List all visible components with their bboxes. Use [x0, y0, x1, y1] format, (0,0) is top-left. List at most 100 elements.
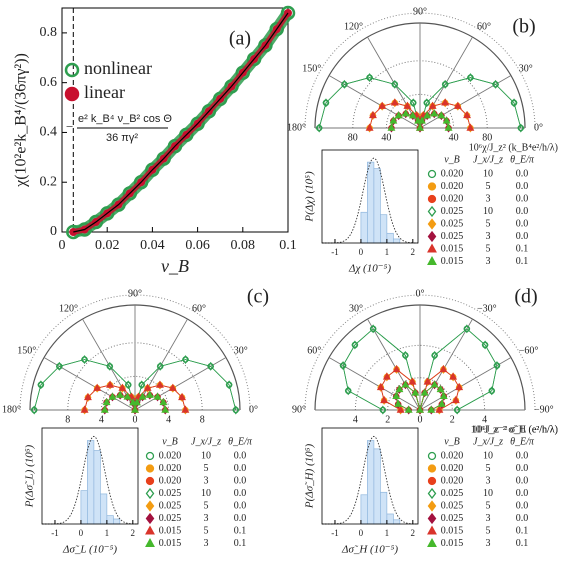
histogram-bar: [367, 161, 375, 244]
legend-marker: [145, 451, 155, 461]
marker: [145, 162, 160, 178]
legend-marker: [427, 169, 437, 179]
marker: [138, 392, 147, 400]
legend-cell: 0.1: [516, 525, 529, 536]
legend-cell: 0.025: [441, 206, 464, 217]
marker: [145, 390, 154, 398]
legend-label: e² k_B⁴ ν_B² cos Θ: [78, 113, 172, 125]
polar-outer-ring: [304, 12, 536, 129]
legend-cell: 0.0: [234, 488, 247, 499]
legend-marker: [427, 476, 437, 486]
marker: [143, 383, 152, 391]
marker: [37, 380, 45, 390]
marker: [131, 405, 139, 413]
marker: [411, 388, 420, 396]
legend-marker: [427, 243, 437, 253]
marker: [439, 391, 448, 399]
r-tick-label: 2: [385, 414, 390, 425]
marker: [83, 392, 92, 401]
marker: [30, 405, 38, 415]
legend-cell: 0.0: [234, 463, 247, 474]
legend-cell: 0.0: [516, 193, 529, 204]
legend-cell: 0.020: [441, 463, 464, 474]
panel-label: (b): [512, 16, 535, 38]
marker: [467, 73, 474, 83]
marker: [423, 377, 432, 385]
x-tick-label: -1: [51, 528, 59, 538]
legend-cell: 5: [486, 500, 491, 511]
marker: [395, 384, 404, 393]
marker: [80, 405, 89, 413]
histogram-bar: [367, 440, 375, 525]
plot-frame: [61, 7, 289, 233]
marker: [408, 377, 417, 385]
r-tick-label: 0: [133, 414, 138, 425]
marker: [207, 361, 215, 371]
legend-cell: 0.025: [159, 488, 182, 499]
angle-label: 60°: [477, 22, 491, 33]
legend-cell: 5: [486, 181, 491, 192]
x-axis-label: Δσ̃_L (10⁻⁵): [62, 544, 117, 556]
radial-grid: [100, 375, 170, 411]
r-tick-label: 0: [418, 414, 423, 425]
marker: [108, 392, 117, 400]
legend-marker: [64, 62, 80, 78]
marker: [181, 405, 190, 413]
legend-cell: 0.1: [516, 538, 529, 549]
legend-cell: 0.1: [516, 256, 529, 267]
legend-cell: 3: [486, 538, 491, 549]
legend-cell: 3: [204, 513, 209, 524]
x-tick-label: 0: [359, 247, 364, 257]
marker: [93, 383, 102, 391]
marker: [235, 65, 251, 80]
angle-label: −90°: [534, 404, 554, 415]
legend-cell: 3: [486, 193, 491, 204]
angle-label: 90°: [413, 6, 427, 17]
legend-cell: 0.0: [516, 488, 529, 499]
plot-frame: [41, 427, 139, 525]
marker: [437, 399, 446, 407]
angle-label: 150°: [302, 63, 321, 74]
angle-label: 60°: [192, 304, 206, 315]
marker: [99, 206, 115, 221]
marker: [444, 123, 453, 131]
y-axis-label: P(Δχ) (10⁵): [304, 171, 316, 223]
angle-spoke: [419, 318, 473, 411]
marker: [123, 392, 132, 400]
plot-frame: [321, 427, 419, 525]
marker: [387, 123, 396, 131]
marker: [396, 405, 405, 413]
angle-label: 30°: [519, 63, 533, 74]
marker: [455, 382, 464, 391]
legend-cell: 0.020: [441, 193, 464, 204]
marker: [368, 110, 377, 119]
legend-cell: 3: [486, 256, 491, 267]
legend-header: ν_B: [444, 154, 460, 165]
marker: [155, 380, 164, 388]
legend-cell: 10: [201, 488, 211, 499]
x-tick-label: 2: [411, 247, 416, 257]
marker: [182, 355, 189, 364]
legend-cell: 0.025: [441, 500, 464, 511]
r-tick-label: 40: [449, 132, 459, 143]
r-tick-label: 4: [166, 414, 171, 425]
marker: [435, 405, 444, 413]
legend-cell: 5: [486, 463, 491, 474]
legend-marker: [145, 500, 155, 512]
marker: [430, 380, 439, 388]
legend-cell: 0.015: [159, 525, 182, 536]
plot-frame: [321, 149, 419, 244]
legend-cell: 0.025: [159, 500, 182, 511]
legend-cell: 5: [204, 525, 209, 536]
marker: [339, 361, 347, 371]
legend-marker: [427, 500, 437, 512]
legend-cell: 0.015: [441, 243, 464, 254]
legend-cell: 0.020: [159, 463, 182, 474]
marker: [392, 391, 401, 399]
legend-header: J_x/J_z: [473, 436, 503, 447]
x-tick-label: -1: [331, 528, 339, 538]
legend-label: nonlinear: [84, 58, 152, 78]
histogram-bar: [380, 214, 388, 244]
marker: [416, 405, 424, 413]
polar-outer-ring: [19, 294, 251, 411]
